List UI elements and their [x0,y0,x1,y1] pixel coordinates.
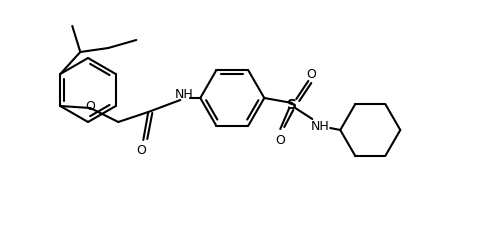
Text: O: O [275,133,285,146]
Text: NH: NH [175,87,194,100]
Text: O: O [85,100,95,113]
Text: NH: NH [311,119,329,132]
Text: S: S [288,98,297,112]
Text: O: O [136,144,146,157]
Text: O: O [306,67,316,80]
